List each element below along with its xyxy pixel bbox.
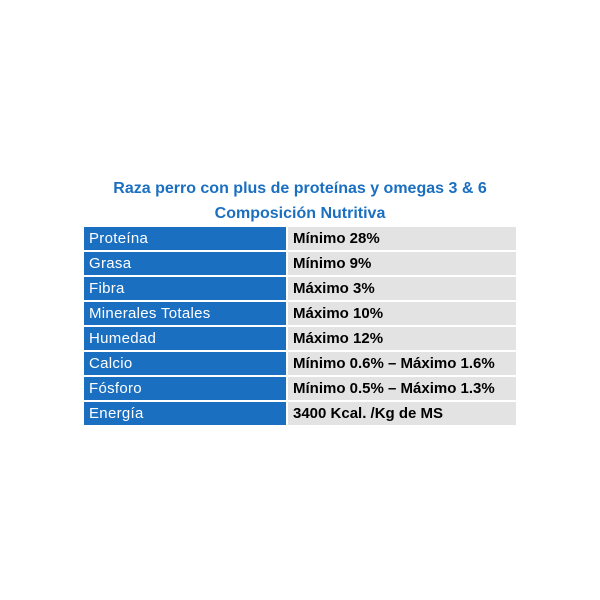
nutrient-label: Proteína [84,227,288,252]
nutrient-label: Energía [84,401,288,425]
nutrient-value: Mínimo 0.5% – Máximo 1.3% [287,376,516,402]
nutrient-label: Humedad [84,326,288,352]
nutrient-value: Mínimo 28% [287,227,516,252]
table-title: Raza perro con plus de proteínas y omega… [113,180,487,197]
table-row: Fósforo Mínimo 0.5% – Máximo 1.3% [84,376,516,402]
nutrient-label: Minerales Totales [84,301,288,327]
nutrient-value: 3400 Kcal. /Kg de MS [287,401,516,425]
nutrient-value: Máximo 3% [287,276,516,302]
table-row: Energía 3400 Kcal. /Kg de MS [84,401,516,425]
nutrient-value: Mínimo 0.6% – Máximo 1.6% [287,351,516,377]
nutrient-label: Fósforo [84,376,288,402]
nutrient-label: Calcio [84,351,288,377]
nutrition-table: Proteína Mínimo 28% Grasa Mínimo 9% Fibr… [84,227,516,425]
table-row: Fibra Máximo 3% [84,276,516,302]
table-row: Minerales Totales Máximo 10% [84,301,516,327]
nutrient-value: Máximo 12% [287,326,516,352]
table-row: Humedad Máximo 12% [84,326,516,352]
table-row: Grasa Mínimo 9% [84,251,516,277]
nutrient-label: Grasa [84,251,288,277]
nutrient-value: Máximo 10% [287,301,516,327]
nutrient-value: Mínimo 9% [287,251,516,277]
table-row: Calcio Mínimo 0.6% – Máximo 1.6% [84,351,516,377]
table-subtitle: Composición Nutritiva [214,205,386,222]
table-row: Proteína Mínimo 28% [84,227,516,252]
nutrient-label: Fibra [84,276,288,302]
